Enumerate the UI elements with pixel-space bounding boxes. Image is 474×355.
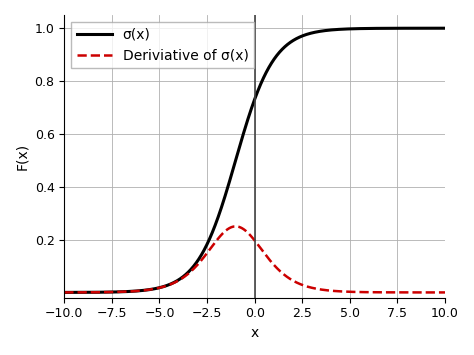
σ(x) [361, 26, 367, 31]
Deriviative of σ(x) [81, 290, 87, 295]
σ(x) [246, 112, 252, 116]
Deriviative of σ(x) [362, 290, 367, 294]
Deriviative of σ(x) [247, 233, 253, 237]
X-axis label: x: x [251, 326, 259, 340]
σ(x) [431, 26, 437, 30]
σ(x) [81, 290, 87, 295]
σ(x) [237, 146, 242, 150]
Legend: σ(x), Deriviative of σ(x): σ(x), Deriviative of σ(x) [71, 22, 254, 68]
Line: Deriviative of σ(x): Deriviative of σ(x) [64, 226, 445, 293]
σ(x) [442, 26, 448, 30]
Deriviative of σ(x) [62, 290, 67, 295]
Line: σ(x): σ(x) [64, 28, 445, 293]
Deriviative of σ(x) [233, 224, 238, 229]
Deriviative of σ(x) [431, 290, 437, 295]
σ(x) [62, 290, 67, 295]
σ(x) [431, 26, 437, 30]
Y-axis label: F(x): F(x) [15, 143, 29, 170]
Deriviative of σ(x) [237, 225, 242, 229]
Deriviative of σ(x) [442, 290, 448, 295]
Deriviative of σ(x) [431, 290, 437, 295]
